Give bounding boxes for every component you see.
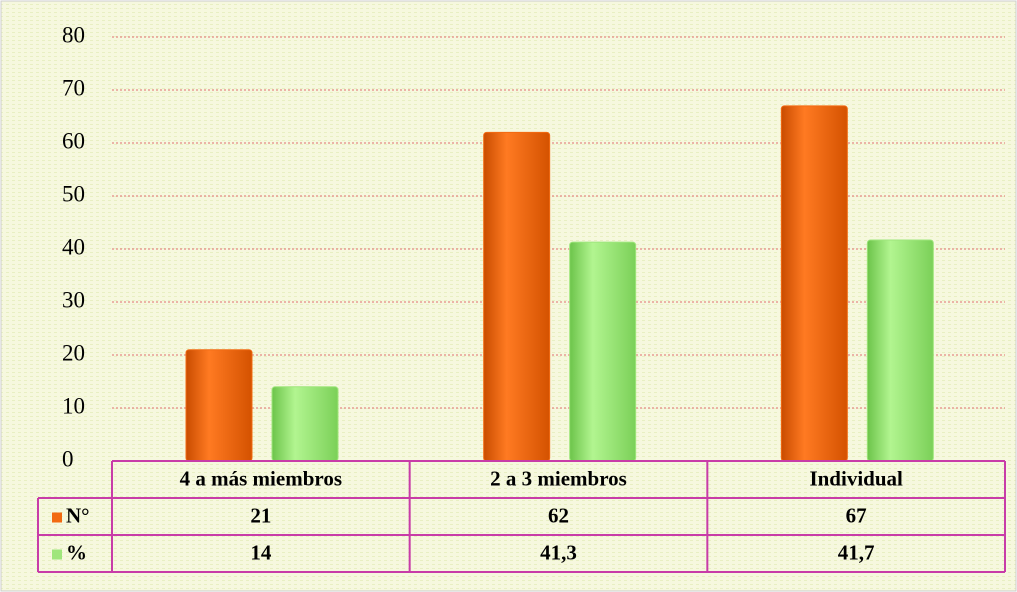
y-tick-label: 20 [62,340,85,365]
x-tick-label: 4 a más miembros [180,466,342,490]
y-tick-label: 60 [62,128,85,153]
legend-swatch [52,549,62,560]
data-label: 21 [250,503,271,527]
bar [569,241,637,462]
bar [866,239,934,462]
data-label: 14 [250,540,272,564]
data-label: 67 [846,503,867,527]
y-tick-label: 70 [62,75,85,100]
bar [483,131,551,462]
data-label: 41,7 [838,540,875,564]
y-tick-label: 0 [62,446,74,471]
y-tick-label: 10 [62,393,85,418]
bar [780,105,848,462]
y-tick-label: 50 [62,181,85,206]
data-label: 41,3 [540,540,577,564]
y-tick-label: 30 [62,287,85,312]
legend-swatch [52,512,62,523]
data-label: 62 [548,503,569,527]
y-tick-label: 80 [62,22,85,47]
bar [185,349,253,462]
x-tick-label: 2 a 3 miembros [490,466,627,490]
y-tick-label: 40 [62,234,85,259]
legend-label: N° [66,503,90,527]
x-tick-label: Individual [809,466,903,490]
bar [271,386,339,462]
legend-label: % [66,540,87,564]
